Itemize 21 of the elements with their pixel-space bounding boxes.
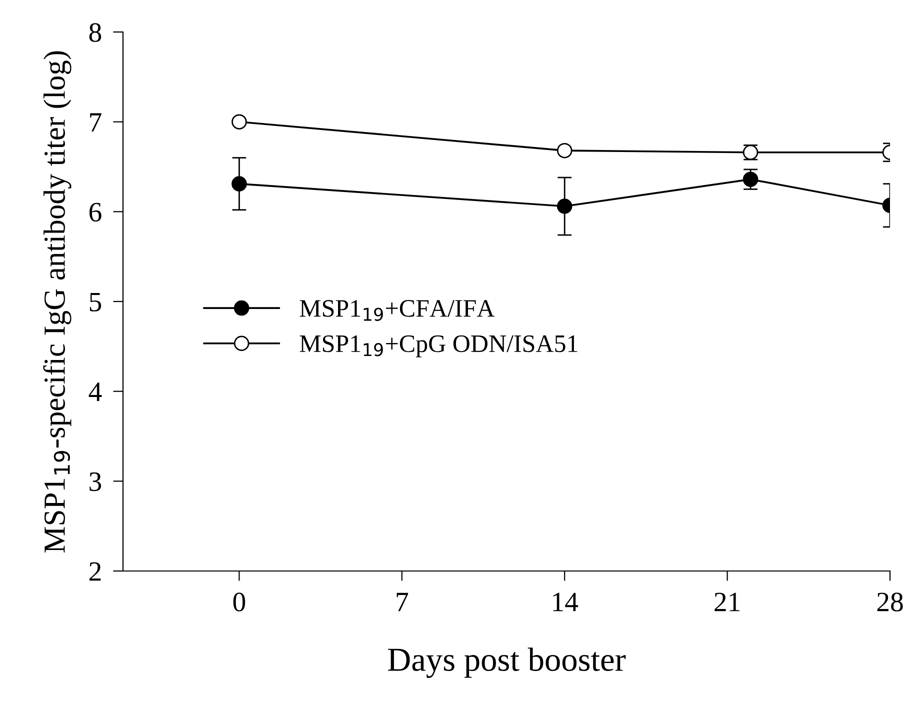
y-tick-label: 6 (89, 202, 102, 222)
x-tick-label: 14 (553, 592, 578, 612)
point (232, 114, 247, 130)
y-tick-label: 7 (90, 113, 102, 132)
x-tick-label: 0 (233, 592, 246, 612)
y-tick-label: 8 (89, 23, 102, 42)
x-axis-title: Days post booster (388, 648, 626, 678)
y-axis-title: MSP1$_{19}$-specific IgG antibody titer (log) (43, 51, 72, 553)
point (232, 176, 247, 192)
y-tick-label: 4 (88, 382, 102, 401)
point (556, 198, 572, 214)
y-tick-label: 3 (90, 472, 102, 492)
legend-label: MSP1$_{19}$+CFA/IFA (300, 300, 495, 321)
point (742, 172, 758, 187)
y-tick-label: 5 (90, 292, 102, 312)
x-tick-label: 7 (396, 592, 408, 612)
legend-label: MSP1$_{19}$+CpG ODN/ISA51 (300, 335, 578, 358)
y-tick-label: 2 (89, 562, 101, 581)
x-tick-label: 28 (877, 592, 903, 612)
x-tick-label: 21 (714, 592, 740, 612)
point (556, 142, 572, 158)
